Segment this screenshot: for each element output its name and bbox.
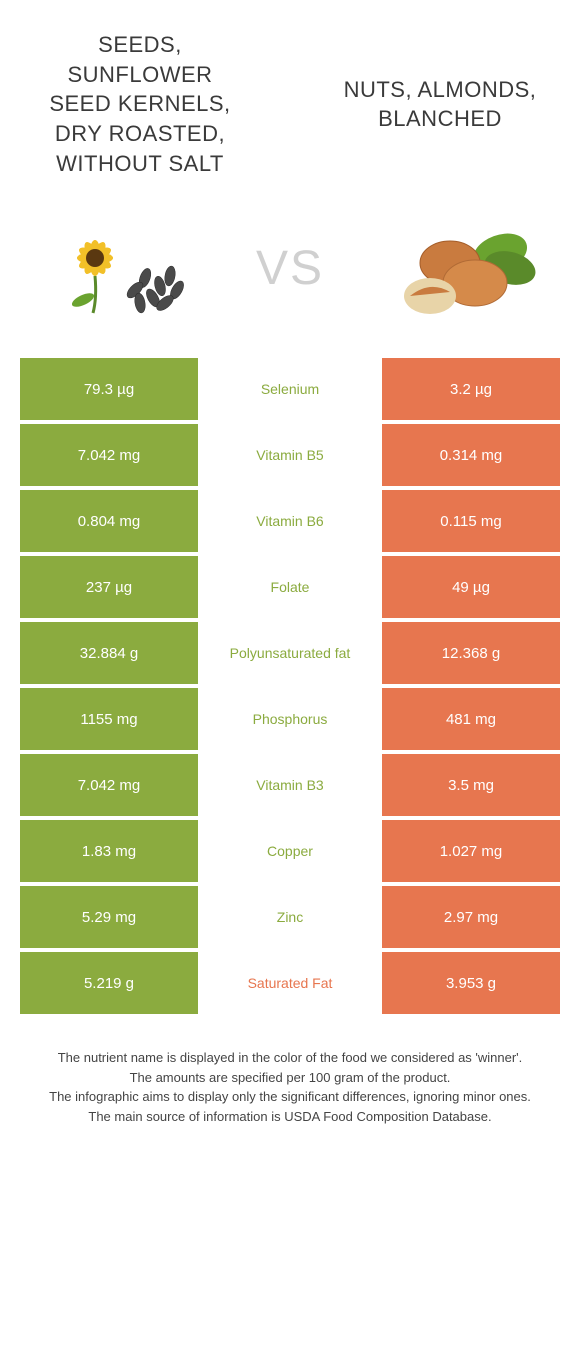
right-value: 0.314 mg: [382, 424, 560, 486]
left-value: 5.29 mg: [20, 886, 198, 948]
right-value: 3.953 g: [382, 952, 560, 1014]
comparison-table: 79.3 µgSelenium3.2 µg7.042 mgVitamin B50…: [0, 358, 580, 1014]
right-value: 0.115 mg: [382, 490, 560, 552]
left-value: 7.042 mg: [20, 754, 198, 816]
nutrient-name: Vitamin B6: [198, 490, 382, 552]
right-value: 2.97 mg: [382, 886, 560, 948]
nutrient-name: Selenium: [198, 358, 382, 420]
left-food-title: SEEDS, SUNFLOWER SEED KERNELS, DRY ROAST…: [40, 30, 240, 178]
table-row: 1.83 mgCopper1.027 mg: [20, 820, 560, 882]
table-row: 7.042 mgVitamin B50.314 mg: [20, 424, 560, 486]
nutrient-name: Vitamin B5: [198, 424, 382, 486]
nutrient-name: Saturated Fat: [198, 952, 382, 1014]
table-row: 5.219 gSaturated Fat3.953 g: [20, 952, 560, 1014]
table-row: 0.804 mgVitamin B60.115 mg: [20, 490, 560, 552]
left-value: 1.83 mg: [20, 820, 198, 882]
footer-notes: The nutrient name is displayed in the co…: [0, 1018, 580, 1126]
left-value: 79.3 µg: [20, 358, 198, 420]
nutrient-name: Polyunsaturated fat: [198, 622, 382, 684]
nutrient-name: Phosphorus: [198, 688, 382, 750]
vs-label: VS: [256, 241, 324, 296]
footer-line: The main source of information is USDA F…: [30, 1107, 550, 1127]
nutrient-name: Copper: [198, 820, 382, 882]
almond-illustration: [370, 208, 550, 328]
table-row: 79.3 µgSelenium3.2 µg: [20, 358, 560, 420]
footer-line: The infographic aims to display only the…: [30, 1087, 550, 1107]
footer-line: The nutrient name is displayed in the co…: [30, 1048, 550, 1068]
footer-line: The amounts are specified per 100 gram o…: [30, 1068, 550, 1088]
sunflower-illustration: [30, 208, 210, 328]
left-value: 32.884 g: [20, 622, 198, 684]
right-value: 49 µg: [382, 556, 560, 618]
nutrient-name: Vitamin B3: [198, 754, 382, 816]
table-row: 5.29 mgZinc2.97 mg: [20, 886, 560, 948]
table-row: 7.042 mgVitamin B33.5 mg: [20, 754, 560, 816]
left-value: 0.804 mg: [20, 490, 198, 552]
left-value: 7.042 mg: [20, 424, 198, 486]
nutrient-name: Folate: [198, 556, 382, 618]
right-value: 1.027 mg: [382, 820, 560, 882]
right-food-title: NUTS, ALMONDS, BLANCHED: [340, 30, 540, 178]
vs-row: VS: [0, 188, 580, 358]
left-value: 1155 mg: [20, 688, 198, 750]
right-value: 3.5 mg: [382, 754, 560, 816]
nutrient-name: Zinc: [198, 886, 382, 948]
right-value: 12.368 g: [382, 622, 560, 684]
right-value: 481 mg: [382, 688, 560, 750]
left-value: 237 µg: [20, 556, 198, 618]
table-row: 237 µgFolate49 µg: [20, 556, 560, 618]
table-row: 1155 mgPhosphorus481 mg: [20, 688, 560, 750]
right-value: 3.2 µg: [382, 358, 560, 420]
left-value: 5.219 g: [20, 952, 198, 1014]
header: SEEDS, SUNFLOWER SEED KERNELS, DRY ROAST…: [0, 0, 580, 188]
table-row: 32.884 gPolyunsaturated fat12.368 g: [20, 622, 560, 684]
